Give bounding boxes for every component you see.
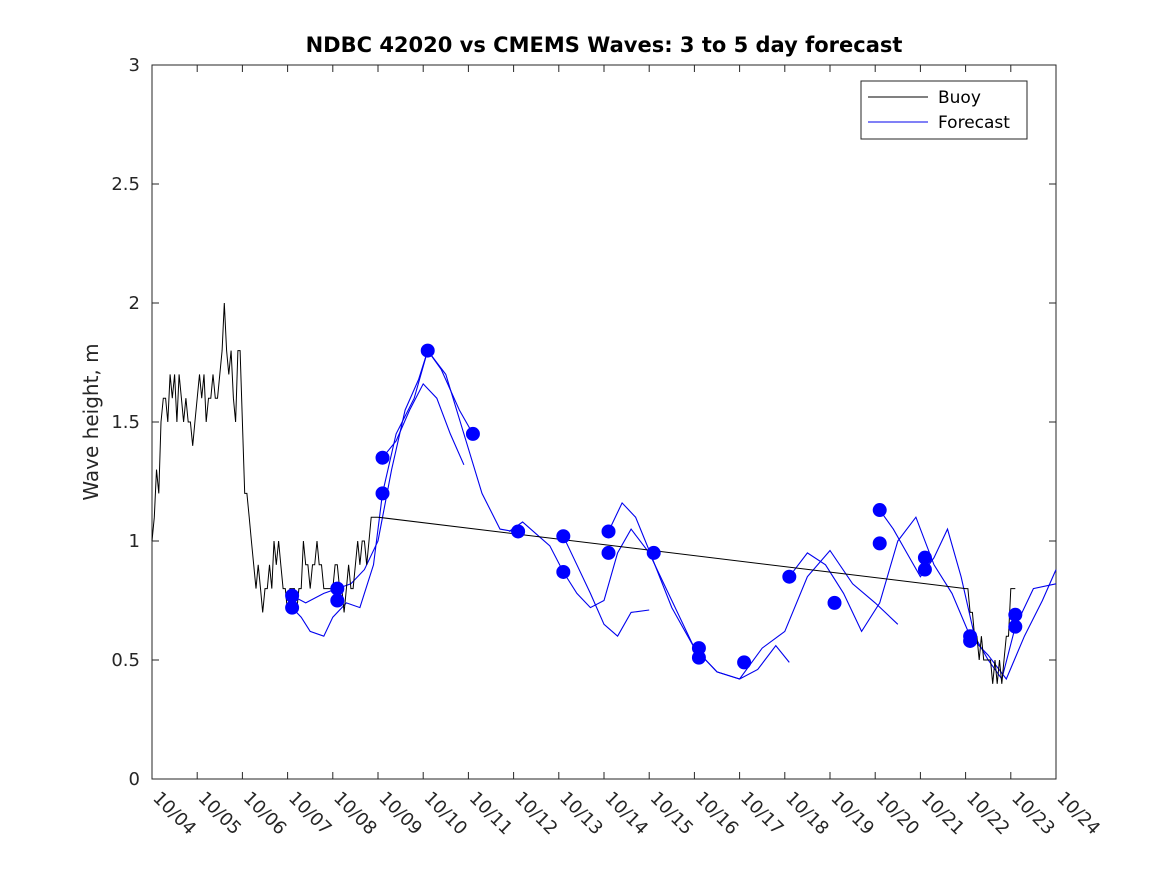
y-tick-label: 0.5 (111, 650, 140, 671)
forecast-point (556, 529, 571, 544)
y-tick-label: 0 (129, 769, 140, 790)
plot-area: 00.511.522.53 10/0410/0510/0610/0710/081… (111, 55, 1104, 839)
forecast-line (508, 521, 790, 680)
forecast-point (285, 600, 300, 615)
y-axis: 0 0.5 1 1.5 2 2.5 3 (111, 55, 1056, 790)
y-tick-label: 2 (129, 293, 140, 314)
y-tick-label: 1 (129, 531, 140, 552)
forecast-line (291, 349, 514, 604)
forecast-point (375, 486, 390, 501)
forecast-point (1008, 619, 1023, 634)
marker-layer (285, 343, 1023, 670)
legend-buoy-label: Buoy (938, 88, 981, 108)
forecast-point (556, 564, 571, 579)
forecast-point (601, 545, 616, 560)
forecast-point (330, 593, 345, 608)
y-axis-label: Wave height, m (79, 343, 103, 500)
chart-title: NDBC 42020 vs CMEMS Waves: 3 to 5 day fo… (306, 33, 903, 57)
legend-box (860, 80, 1028, 140)
forecast-point (963, 633, 978, 648)
forecast-line (788, 516, 1057, 681)
forecast-point (872, 536, 887, 551)
y-tick-label: 2.5 (111, 174, 140, 195)
forecast-point (646, 545, 661, 560)
forecast-line (382, 382, 465, 466)
forecast-point (737, 655, 752, 670)
forecast-point (420, 343, 435, 358)
forecast-line (562, 535, 650, 638)
buoy-line (151, 302, 1016, 684)
forecast-point (827, 595, 842, 610)
forecast-point (375, 450, 390, 465)
forecast-point (285, 588, 300, 603)
legend: Buoy Forecast (860, 80, 1028, 140)
y-tick-label: 3 (129, 55, 140, 76)
series-layer (151, 302, 1057, 684)
forecast-point (917, 562, 932, 577)
axes-box (151, 64, 1057, 780)
forecast-point (601, 524, 616, 539)
forecast-point (330, 581, 345, 596)
forecast-line (608, 501, 899, 680)
forecast-point (782, 569, 797, 584)
legend-forecast-label: Forecast (938, 113, 1010, 133)
y-tick-label: 1.5 (111, 412, 140, 433)
forecast-point (872, 503, 887, 518)
forecast-point (511, 524, 526, 539)
forecast-point (691, 650, 706, 665)
forecast-point (917, 550, 932, 565)
forecast-point (1008, 607, 1023, 622)
forecast-point (465, 426, 480, 441)
